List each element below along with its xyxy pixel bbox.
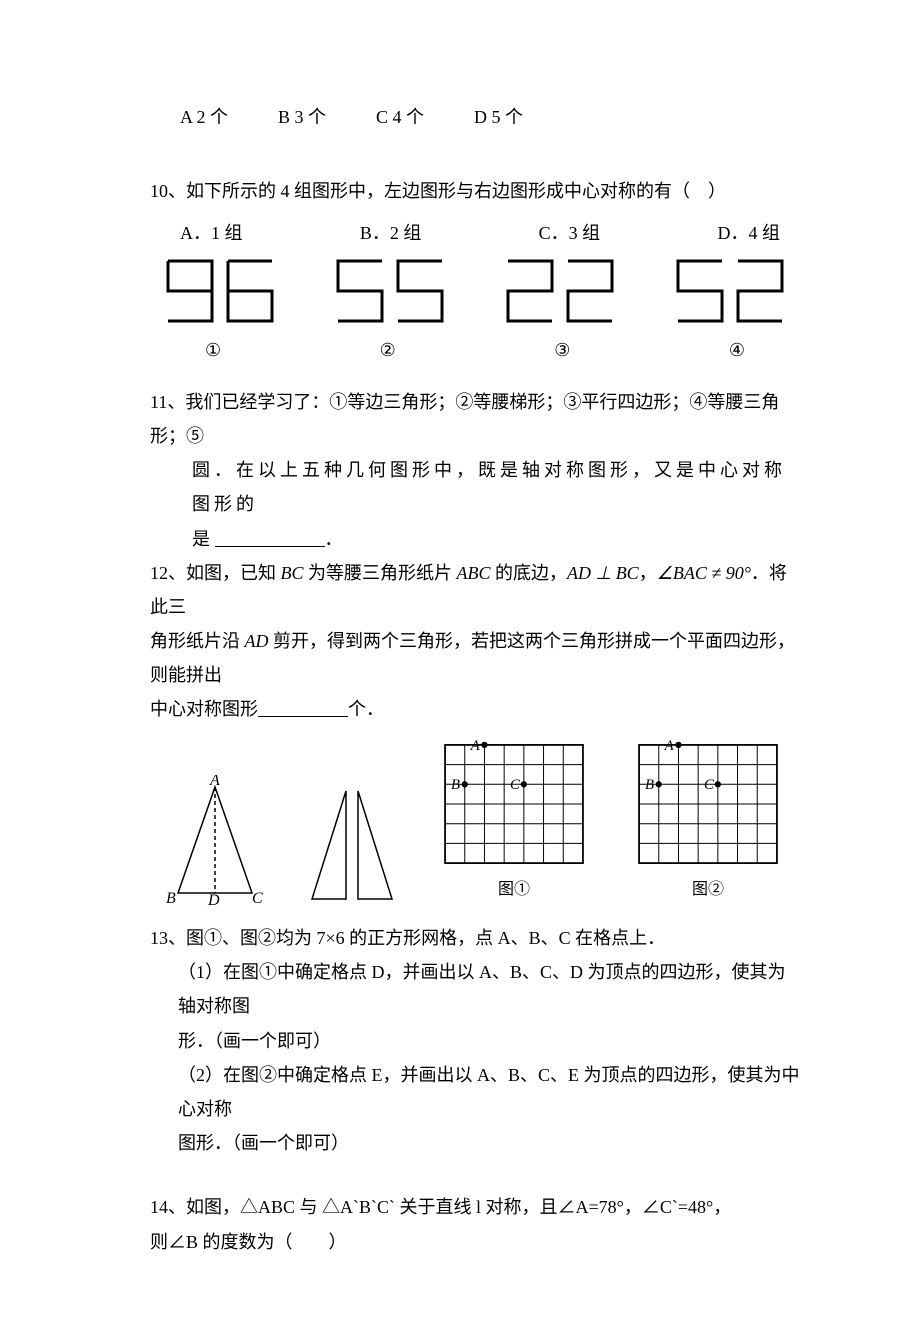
- svg-text:A: A: [470, 739, 481, 754]
- q12-line3: 中心对称图形 个．: [150, 692, 800, 726]
- q10-stem: 10、如下所示的 4 组图形中，左边图形与右边图形成中心对称的有（ ）: [150, 174, 800, 208]
- q11-line3: 是 ．: [150, 522, 800, 556]
- q10-opt-c: C．3 组: [539, 216, 601, 250]
- q10-lab-4: ④: [729, 333, 745, 367]
- q14-line1: 14、如图，△ABC 与 △A`B`C` 关于直线 l 对称，且∠A=78°，∠…: [150, 1190, 800, 1224]
- lbl-B: B: [166, 890, 176, 905]
- q10-fig-4: [660, 255, 800, 327]
- svg-text:B: B: [451, 777, 460, 793]
- svg-text:A: A: [664, 739, 675, 754]
- q9-opt-a: A 2 个: [180, 100, 228, 134]
- q12-l2a: 角形纸片沿: [150, 631, 245, 651]
- q12-l1b: 为等腰三角形纸片: [304, 563, 457, 583]
- svg-text:C: C: [704, 777, 714, 793]
- lbl-C: C: [252, 890, 263, 905]
- q12-ABC: ABC: [457, 563, 491, 583]
- q9-opt-b: B 3 个: [278, 100, 326, 134]
- q12-l3a: 中心对称图形: [150, 699, 258, 719]
- q12-grid2-cap: 图②: [628, 875, 788, 905]
- q12-l1c: 的底边，: [491, 563, 568, 583]
- q12-l1d: ，: [639, 563, 657, 583]
- q12-grid-2: A B C: [628, 739, 788, 869]
- q12-triangle-abc: A B C D: [160, 775, 270, 905]
- q10-fig-3: [490, 255, 630, 327]
- q9-opt-d: D 5 个: [474, 100, 523, 134]
- q11-blank: [215, 546, 325, 547]
- q10-opt-d: D．4 组: [717, 216, 780, 250]
- q13-p1b: 形．（画一个即可）: [150, 1024, 800, 1058]
- svg-text:C: C: [510, 777, 520, 793]
- q14-line2: 则∠B 的度数为（ ）: [150, 1225, 800, 1259]
- q11-line1: 11、我们已经学习了：①等边三角形；②等腰梯形；③平行四边形；④等腰三角形；⑤: [150, 385, 800, 453]
- q10-fig-2: [320, 255, 460, 327]
- svg-text:B: B: [645, 777, 654, 793]
- q12-l1a: 12、如图，已知: [150, 563, 281, 583]
- q10-lab-2: ②: [380, 333, 396, 367]
- q11-pre: 是: [192, 529, 215, 549]
- q10-lab-1: ①: [205, 333, 221, 367]
- q10-figures: [150, 255, 800, 327]
- q13-p1a: （1）在图①中确定格点 D，并画出以 A、B、C、D 为顶点的四边形，使其为轴对…: [150, 955, 800, 1023]
- q11-post: ．: [325, 529, 343, 549]
- q12-BAC: ∠BAC ≠ 90°: [657, 563, 751, 583]
- lbl-D: D: [207, 892, 220, 905]
- q12-ADperp: AD ⊥ BC: [567, 563, 639, 583]
- q10-fig-1: [150, 255, 290, 327]
- q12-blank: [258, 716, 348, 717]
- q12-grid-1: A B C: [434, 739, 594, 869]
- lbl-A: A: [209, 775, 220, 789]
- q13-p2a: （2）在图②中确定格点 E，并画出以 A、B、C、E 为顶点的四边形，使其为中心…: [150, 1058, 800, 1126]
- q12-line1: 12、如图，已知 BC 为等腰三角形纸片 ABC 的底边，AD ⊥ BC，∠BA…: [150, 556, 800, 624]
- q12-BC: BC: [281, 563, 304, 583]
- q12-cut-triangles: [304, 785, 400, 905]
- q10-lab-3: ③: [554, 333, 570, 367]
- q12-AD: AD: [245, 631, 269, 651]
- q13-stem: 13、图①、图②均为 7×6 的正方形网格，点 A、B、C 在格点上．: [150, 921, 800, 955]
- q10-opt-a: A．1 组: [180, 216, 243, 250]
- q13-p2b: 图形．（画一个即可）: [150, 1126, 800, 1160]
- q10-opt-b: B．2 组: [360, 216, 422, 250]
- q9-opt-c: C 4 个: [376, 100, 424, 134]
- q12-l3b: 个．: [348, 699, 384, 719]
- q12-grid1-cap: 图①: [434, 875, 594, 905]
- q12-line2: 角形纸片沿 AD 剪开，得到两个三角形，若把这两个三角形拼成一个平面四边形，则能…: [150, 624, 800, 692]
- q11-line2: 圆．在以上五种几何图形中，既是轴对称图形，又是中心对称图形的: [150, 453, 800, 521]
